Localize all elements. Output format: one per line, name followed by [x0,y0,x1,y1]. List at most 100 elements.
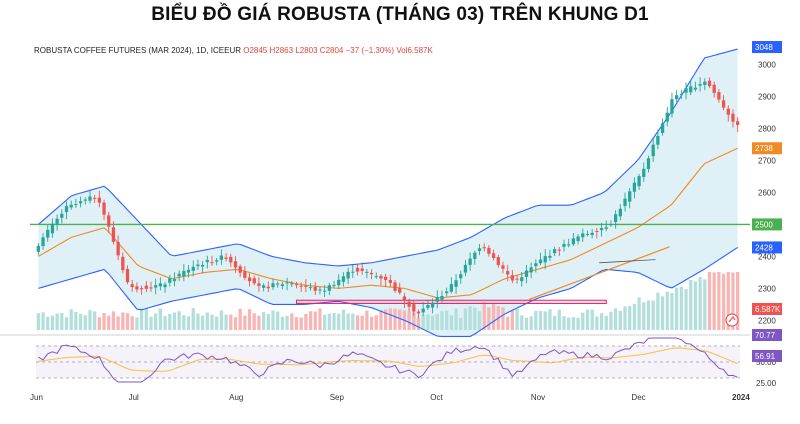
uptrend-line[interactable] [528,246,670,301]
candle-body[interactable] [243,271,247,278]
candle-body[interactable] [689,86,693,93]
candle-body[interactable] [501,265,505,269]
candle-body[interactable] [585,233,590,235]
candle-body[interactable] [562,244,566,247]
candle-body[interactable] [623,198,627,206]
candle-body[interactable] [731,113,735,122]
candle-body[interactable] [210,262,214,264]
candle-body[interactable] [191,266,195,271]
candle-body[interactable] [313,287,317,291]
candle-body[interactable] [637,176,641,187]
candle-body[interactable] [557,249,561,251]
candle-body[interactable] [487,247,491,254]
candle-body[interactable] [445,291,449,294]
candle-body[interactable] [618,208,622,217]
candle-body[interactable] [304,285,308,287]
candle-body[interactable] [261,285,266,288]
candle-body[interactable] [360,268,364,271]
candle-body[interactable] [154,285,158,288]
candle-body[interactable] [337,279,341,286]
rsi-pane[interactable] [36,337,740,383]
candle-body[interactable] [651,144,655,157]
candle-body[interactable] [341,276,346,282]
candle-body[interactable] [388,279,392,283]
candle-body[interactable] [41,237,45,247]
candle-body[interactable] [491,253,496,258]
support-zone-box[interactable] [295,299,607,304]
candle-body[interactable] [69,204,73,208]
candle-body[interactable] [55,218,59,224]
candle-body[interactable] [665,112,669,122]
candle-body[interactable] [379,275,383,279]
candle-body[interactable] [285,282,289,284]
candle-body[interactable] [60,213,64,218]
candle-body[interactable] [496,257,500,266]
candle-body[interactable] [628,191,632,202]
candle-body[interactable] [632,182,637,192]
candle-body[interactable] [168,278,172,283]
candle-body[interactable] [609,224,613,226]
candle-body[interactable] [449,284,454,292]
candle-body[interactable] [430,302,435,308]
candle-body[interactable] [510,275,515,281]
candle-body[interactable] [703,81,707,85]
candle-body[interactable] [205,260,209,263]
candle-body[interactable] [693,87,698,90]
candle-body[interactable] [416,311,421,314]
candle-body[interactable] [646,158,651,170]
candle-body[interactable] [107,215,111,227]
candle-body[interactable] [224,257,228,259]
candle-body[interactable] [257,283,261,286]
candle-body[interactable] [93,197,97,199]
candle-body[interactable] [454,280,458,287]
candle-body[interactable] [135,286,139,290]
candle-body[interactable] [280,284,285,287]
candle-body[interactable] [538,259,543,264]
sma-line[interactable] [38,147,738,299]
bollinger-upper-line[interactable] [37,48,738,267]
candle-body[interactable] [707,80,712,87]
candle-body[interactable] [393,282,397,291]
candle-body[interactable] [717,92,721,100]
candle-body[interactable] [36,245,40,252]
candle-body[interactable] [97,197,102,203]
price-pane[interactable] [0,48,750,337]
candle-body[interactable] [576,236,580,242]
rsi-line[interactable] [38,337,738,383]
candle-body[interactable] [477,248,482,251]
candle-body[interactable] [64,206,69,213]
candle-body[interactable] [121,256,125,271]
candle-body[interactable] [506,271,510,275]
candle-body[interactable] [271,283,275,288]
candle-body[interactable] [215,260,219,262]
candle-body[interactable] [534,263,538,267]
candle-body[interactable] [473,252,477,259]
candle-body[interactable] [88,196,92,201]
candle-body[interactable] [102,202,106,215]
candle-body[interactable] [581,233,585,238]
candle-body[interactable] [177,273,181,277]
candle-body[interactable] [721,100,726,108]
candle-body[interactable] [674,95,679,100]
candle-body[interactable] [74,204,78,206]
candle-body[interactable] [290,283,294,285]
volume-badge[interactable]: 6.587K [752,303,782,315]
candle-body[interactable] [351,271,355,273]
candle-body[interactable] [529,267,533,273]
candle-body[interactable] [299,285,303,287]
candle-body[interactable] [322,290,327,292]
candle-body[interactable] [172,279,177,282]
candle-body[interactable] [421,308,425,313]
candle-body[interactable] [125,269,130,283]
candle-body[interactable] [736,121,740,125]
candle-body[interactable] [158,283,163,287]
candle-body[interactable] [50,223,55,234]
candle-body[interactable] [83,199,87,201]
candle-body[interactable] [233,261,238,268]
candle-body[interactable] [365,271,369,273]
candle-body[interactable] [374,276,378,278]
candle-body[interactable] [111,227,116,242]
candle-body[interactable] [604,227,608,229]
candle-body[interactable] [684,88,688,93]
